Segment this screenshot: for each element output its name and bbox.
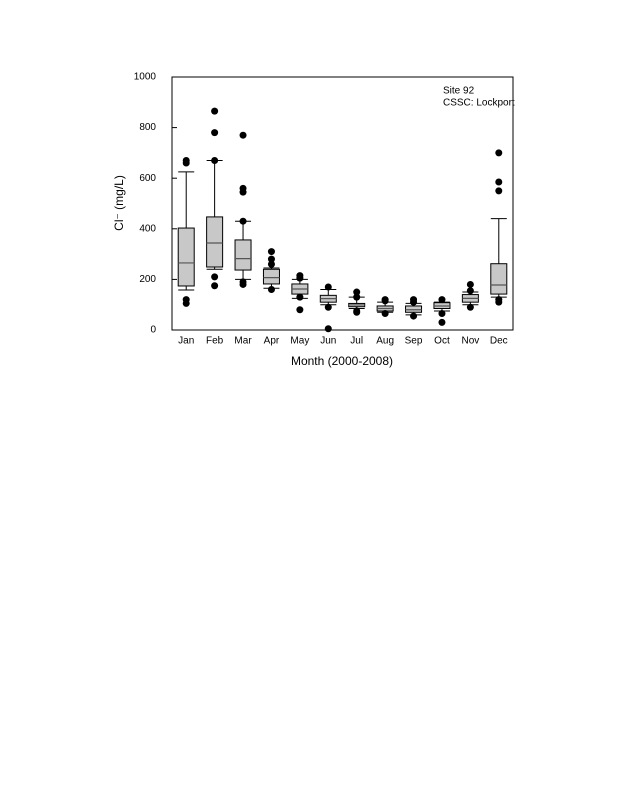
outlier [466,303,474,311]
outlier [296,274,304,282]
x-tick-label: Sep [405,336,423,347]
plot-frame [171,76,514,331]
box [490,263,508,295]
outlier [438,296,446,304]
box [177,227,195,287]
outlier [267,255,275,263]
outlier [353,308,361,316]
outlier [239,217,247,225]
x-tick-label: Oct [434,336,450,347]
y-tick-label: 0 [150,325,156,336]
outlier [211,107,219,115]
outlier [182,159,190,167]
annotation: Site 92 [443,86,475,97]
x-tick-label: Apr [264,336,280,347]
outlier [495,298,503,306]
outlier [495,187,503,195]
outlier [239,188,247,196]
y-tick-label: 800 [139,122,156,133]
outlier [495,149,503,157]
outlier [239,280,247,288]
outlier [211,129,219,137]
box [206,216,224,268]
outlier [466,287,474,295]
outlier [211,282,219,290]
y-tick-label: 200 [139,274,156,285]
x-axis-label: Month (2000-2008) [291,354,393,368]
x-tick-label: Jan [178,336,194,347]
box [234,239,252,271]
box [405,305,423,313]
x-tick-label: Mar [234,336,252,347]
x-tick-label: Jul [350,336,363,347]
outlier [267,260,275,268]
outlier [239,131,247,139]
outlier [324,283,332,291]
y-tick-label: 1000 [134,72,157,83]
outlier [410,312,418,320]
outlier [353,288,361,296]
x-tick-label: Nov [461,336,479,347]
outlier [353,293,361,301]
annotation: CSSC: Lockport [443,98,515,109]
x-tick-label: Jun [320,336,336,347]
outlier [267,248,275,256]
outlier [296,306,304,314]
outlier [324,303,332,311]
outlier [296,293,304,301]
outlier [267,286,275,294]
outlier [211,273,219,281]
y-axis-label: Cl⁻ (mg/L) [112,175,126,231]
outlier [438,310,446,318]
outlier [211,156,219,164]
x-tick-label: May [290,336,309,347]
x-tick-label: Dec [490,336,508,347]
outlier [182,299,190,307]
y-tick-label: 600 [139,173,156,184]
outlier [438,318,446,326]
y-tick-label: 400 [139,223,156,234]
outlier [410,298,418,306]
box [262,268,280,285]
x-tick-label: Feb [206,336,224,347]
outlier [381,310,389,318]
x-tick-label: Aug [376,336,394,347]
outlier [466,280,474,288]
outlier [381,297,389,305]
outlier [495,178,503,186]
outlier [324,325,332,333]
